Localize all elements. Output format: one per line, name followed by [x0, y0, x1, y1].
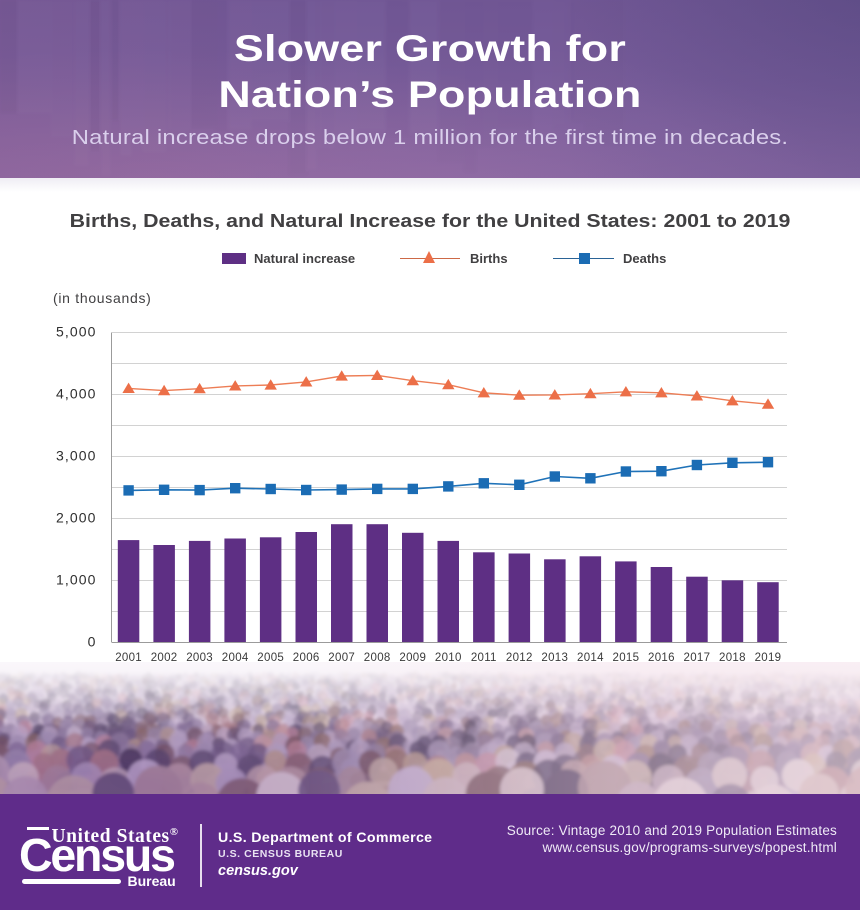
svg-text:2009: 2009	[399, 652, 426, 664]
svg-text:2002: 2002	[151, 652, 178, 664]
svg-text:2016: 2016	[648, 652, 675, 664]
svg-text:2004: 2004	[222, 652, 249, 664]
svg-text:0: 0	[88, 634, 97, 650]
svg-text:2007: 2007	[328, 652, 355, 664]
svg-text:5,000: 5,000	[56, 324, 97, 340]
svg-text:2017: 2017	[684, 652, 711, 664]
svg-text:2013: 2013	[541, 652, 568, 664]
svg-text:2011: 2011	[471, 652, 497, 664]
svg-text:2006: 2006	[293, 652, 320, 664]
svg-text:2010: 2010	[435, 652, 462, 664]
svg-text:2019: 2019	[755, 652, 782, 664]
svg-text:2008: 2008	[364, 652, 391, 664]
svg-text:2014: 2014	[577, 652, 604, 664]
svg-text:2012: 2012	[506, 652, 533, 664]
svg-text:4,000: 4,000	[56, 386, 97, 402]
svg-text:2,000: 2,000	[56, 510, 97, 526]
svg-text:2005: 2005	[257, 652, 284, 664]
svg-text:3,000: 3,000	[56, 448, 97, 464]
svg-text:2015: 2015	[613, 652, 640, 664]
svg-text:2018: 2018	[719, 652, 746, 664]
svg-text:2001: 2001	[115, 652, 142, 664]
svg-text:1,000: 1,000	[56, 572, 97, 588]
svg-text:2003: 2003	[186, 652, 213, 664]
